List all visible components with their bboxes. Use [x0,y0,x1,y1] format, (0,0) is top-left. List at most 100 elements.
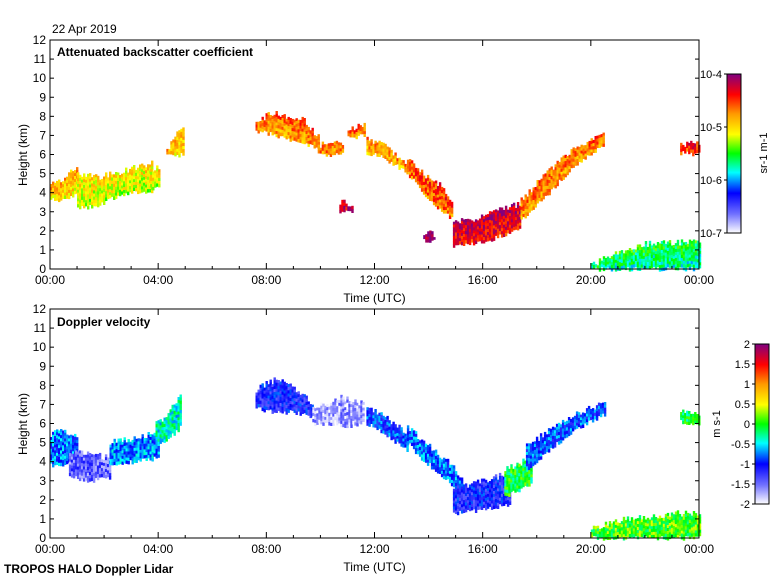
data-cell [442,210,446,214]
data-cell [548,186,551,190]
data-cell [500,207,504,211]
data-cell [263,127,266,131]
data-cell [538,180,541,184]
data-cell [680,527,684,531]
data-cell [490,488,494,492]
data-cell [127,445,130,449]
data-cell [460,486,464,490]
data-cell [668,526,672,530]
data-cell [482,234,486,238]
data-cell [163,430,166,434]
data-cell [291,134,294,138]
data-cell [548,171,551,175]
data-cell [177,420,180,424]
data-cell [339,207,342,211]
data-cell [125,457,128,461]
data-cell [374,418,377,422]
data-cell [123,451,126,455]
data-cell [64,453,67,457]
data-cell [94,468,98,473]
data-cell [287,135,290,139]
data-cell [279,390,282,395]
data-cell [356,423,359,427]
data-cell [72,456,76,461]
data-cell [281,394,284,399]
data-cell [444,470,448,474]
data-cell [436,464,440,468]
data-cell [145,457,148,461]
data-cell [269,394,272,398]
data-cell [89,201,92,206]
data-cell [654,256,658,261]
data-cell [662,255,666,259]
data-cell [388,147,391,151]
data-cell [400,436,403,441]
data-cell [141,440,144,444]
data-cell [123,440,126,444]
data-cell [586,141,589,146]
data-cell [355,135,358,140]
data-cell [470,507,474,511]
data-cell [255,392,258,396]
data-cell [89,173,92,177]
data-cell [540,194,543,199]
data-cell [309,130,312,135]
data-cell [111,183,114,188]
data-cell [510,476,513,480]
data-cell [492,499,496,504]
data-cell [616,525,620,530]
data-cell [531,459,535,464]
data-cell [394,427,397,431]
data-cell [569,425,573,429]
data-cell [384,417,387,421]
data-cell [574,148,577,152]
data-cell [557,435,561,439]
doppler-colorbar-ticks: -2-1.5-1-0.500.511.52 [731,339,755,511]
data-cell [424,184,428,188]
data-cell [269,379,272,383]
data-cell [692,413,695,417]
data-cell [159,434,162,438]
data-cell [662,258,666,262]
data-cell [664,255,668,259]
data-cell [434,191,438,196]
data-cell [504,223,508,228]
data-cell [518,488,521,493]
data-cell [684,523,688,527]
data-cell [343,205,346,210]
data-cell [287,396,290,401]
data-cell [382,151,385,155]
data-cell [74,463,78,467]
data-cell [504,483,507,487]
data-cell [154,181,157,185]
data-cell [644,529,648,533]
data-cell [339,151,343,155]
data-cell [568,169,571,173]
colorbar-tick-label: 0 [744,419,750,431]
data-cell [589,414,593,418]
data-cell [155,427,158,431]
data-cell [448,212,452,216]
data-cell [283,387,286,391]
data-cell [510,204,514,208]
data-cell [690,530,694,534]
data-cell [603,410,607,414]
data-cell [420,451,424,455]
data-cell [96,459,100,463]
data-cell [52,188,55,192]
data-cell [668,535,672,540]
data-cell [602,141,605,145]
data-cell [480,484,484,489]
data-cell [456,236,460,240]
data-cell [668,258,672,262]
data-cell [614,259,618,263]
data-cell [177,408,180,412]
data-cell [644,253,648,257]
data-cell [548,180,551,184]
data-cell [380,142,383,146]
data-cell [259,384,262,389]
data-cell [527,460,531,465]
data-cell [327,146,331,150]
data-cell [550,176,553,180]
data-cell [281,391,284,396]
